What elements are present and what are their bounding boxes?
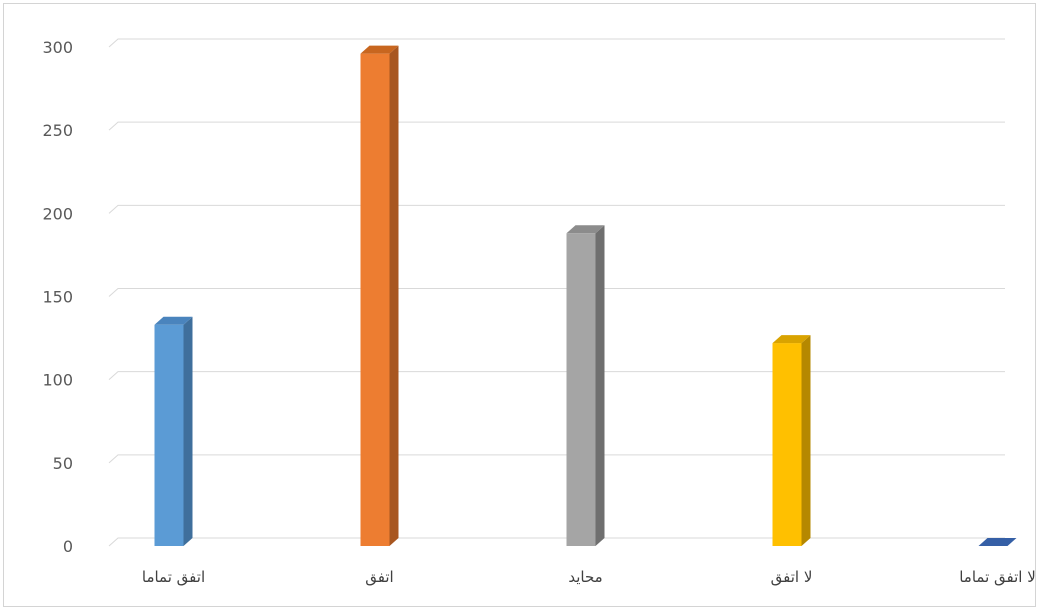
y-tick-label: 50 (53, 454, 73, 473)
gridline (108, 204, 1005, 214)
bar-front (566, 233, 596, 546)
x-tick-label: اتفق (365, 568, 393, 586)
x-tick-label: لا اتفق (771, 568, 813, 586)
x-tick-label: لا اتفق تماما (959, 568, 1036, 586)
gridline (108, 121, 1005, 131)
bar-top (978, 538, 1017, 546)
bar-side (389, 45, 399, 547)
y-tick-label: 250 (42, 121, 73, 140)
gridline (108, 537, 1005, 547)
bars (154, 45, 1017, 547)
gridline (108, 454, 1005, 464)
bar-front (772, 343, 802, 546)
y-tick-label: 100 (42, 371, 73, 390)
bar-front (154, 324, 184, 546)
bar (772, 335, 811, 546)
bar-top (360, 45, 399, 54)
bar (566, 225, 605, 546)
bar-side (183, 316, 193, 546)
bar (978, 538, 1017, 546)
bar (154, 316, 193, 546)
bar-top (772, 335, 811, 344)
y-tick-label: 0 (63, 537, 73, 556)
bar-top (566, 225, 605, 234)
y-tick-label: 300 (42, 38, 73, 57)
x-axis-labels: اتفق تماما اتفق محايد لا اتفق لا اتفق تماما (142, 568, 1036, 586)
gridline (108, 288, 1005, 297)
bar (360, 45, 399, 547)
bar-side (595, 225, 605, 546)
gridlines (108, 38, 1005, 547)
bar-top (154, 316, 193, 325)
x-tick-label: اتفق تماما (142, 568, 205, 586)
bar-front (360, 53, 390, 547)
y-axis-ticks: 0 50 100 150 200 250 300 (42, 38, 73, 556)
bar-side (801, 335, 811, 546)
gridline (108, 371, 1005, 381)
gridline (108, 38, 1005, 48)
x-tick-label: محايد (568, 568, 602, 586)
y-tick-label: 150 (42, 288, 73, 307)
y-tick-label: 200 (42, 204, 73, 223)
